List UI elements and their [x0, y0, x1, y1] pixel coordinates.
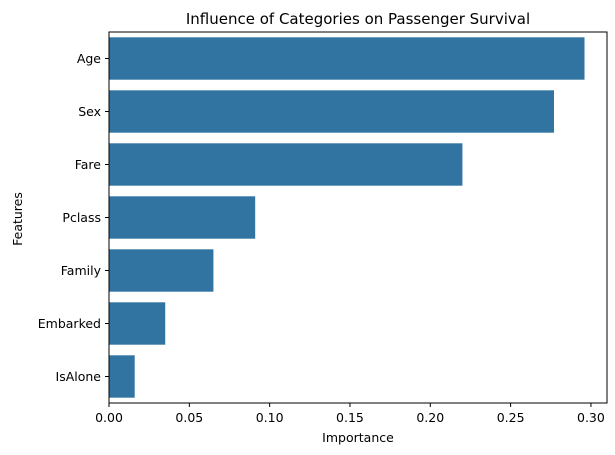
bar-family [109, 249, 214, 292]
bar-fare [109, 143, 463, 186]
x-tick-label: 0.15 [336, 410, 364, 425]
x-tick-label: 0.20 [416, 410, 444, 425]
x-tick-label: 0.10 [256, 410, 284, 425]
chart-title: Influence of Categories on Passenger Sur… [186, 10, 530, 28]
x-tick-label: 0.25 [497, 410, 525, 425]
x-ticks-group: 0.00 0.05 0.10 0.15 0.20 0.25 0.30 [95, 403, 605, 425]
y-tick-label-fare: Fare [75, 157, 102, 172]
y-tick-label-age: Age [77, 51, 101, 66]
x-tick-label: 0.00 [95, 410, 123, 425]
bar-pclass [109, 196, 256, 239]
x-axis-label: Importance [322, 430, 394, 445]
bar-sex [109, 90, 554, 133]
y-tick-label-sex: Sex [78, 104, 101, 119]
y-axis-label: Features [10, 192, 25, 246]
bar-age [109, 37, 585, 80]
x-tick-label: 0.05 [175, 410, 203, 425]
y-tick-label-embarked: Embarked [38, 316, 101, 331]
y-tick-label-pclass: Pclass [62, 210, 101, 225]
bars-group [109, 37, 585, 398]
y-tick-label-family: Family [61, 263, 102, 278]
bar-embarked [109, 302, 166, 345]
y-tick-label-isalone: IsAlone [56, 369, 102, 384]
y-ticks-group: Age Sex Fare Pclass Family Embarked IsAlone [38, 51, 109, 384]
plot-frame [108, 31, 608, 404]
bar-isalone [109, 355, 135, 398]
x-tick-label: 0.30 [577, 410, 605, 425]
